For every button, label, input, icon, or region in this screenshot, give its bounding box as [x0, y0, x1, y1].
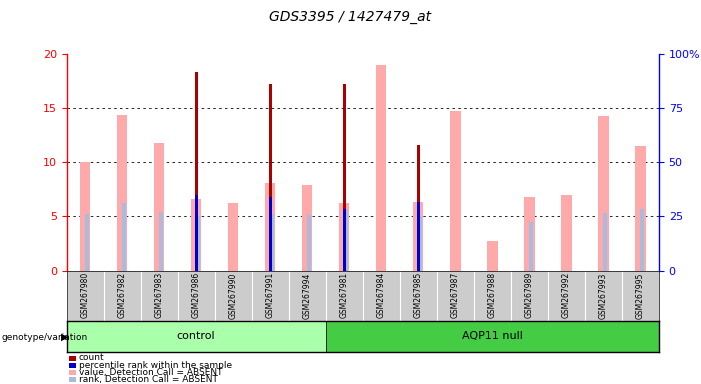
- Bar: [343, 84, 346, 271]
- Text: percentile rank within the sample: percentile rank within the sample: [79, 361, 231, 370]
- Bar: [154, 143, 164, 271]
- Bar: [339, 204, 349, 271]
- Bar: [635, 146, 646, 271]
- Text: AQP11 null: AQP11 null: [462, 331, 523, 341]
- Text: genotype/variation: genotype/variation: [1, 333, 88, 342]
- Bar: [562, 195, 571, 271]
- Bar: [487, 242, 498, 271]
- Bar: [195, 195, 198, 271]
- Bar: [343, 209, 346, 271]
- Text: GSM267993: GSM267993: [599, 272, 608, 319]
- Text: GSM267982: GSM267982: [118, 272, 127, 318]
- Text: GSM267994: GSM267994: [303, 272, 312, 319]
- Bar: [418, 217, 422, 271]
- Bar: [67, 321, 326, 352]
- Text: control: control: [177, 331, 215, 341]
- Bar: [268, 197, 272, 271]
- Bar: [195, 72, 198, 271]
- Text: GSM267986: GSM267986: [191, 272, 200, 318]
- Bar: [344, 210, 348, 271]
- Text: rank, Detection Call = ABSENT: rank, Detection Call = ABSENT: [79, 375, 217, 384]
- Text: GSM267987: GSM267987: [451, 272, 460, 318]
- Text: GSM267983: GSM267983: [155, 272, 163, 318]
- Text: GSM267984: GSM267984: [376, 272, 386, 318]
- Bar: [265, 183, 275, 271]
- Bar: [417, 145, 420, 271]
- Bar: [117, 114, 128, 271]
- Bar: [524, 197, 535, 271]
- Text: GSM267981: GSM267981: [340, 272, 349, 318]
- Bar: [413, 202, 423, 271]
- Bar: [326, 321, 659, 352]
- Bar: [598, 116, 608, 271]
- Bar: [122, 204, 126, 271]
- Text: GSM267989: GSM267989: [525, 272, 534, 318]
- Text: ▶: ▶: [61, 332, 69, 342]
- Bar: [604, 213, 607, 271]
- Text: GSM267992: GSM267992: [562, 272, 571, 318]
- Bar: [270, 214, 274, 271]
- Bar: [641, 209, 644, 271]
- Bar: [307, 215, 311, 271]
- Text: GSM267985: GSM267985: [414, 272, 423, 318]
- Bar: [191, 199, 201, 271]
- Bar: [268, 84, 272, 271]
- Text: value, Detection Call = ABSENT: value, Detection Call = ABSENT: [79, 368, 222, 377]
- Bar: [80, 162, 90, 271]
- Bar: [376, 65, 386, 271]
- Bar: [85, 214, 89, 271]
- Bar: [302, 185, 313, 271]
- Text: GSM267991: GSM267991: [266, 272, 275, 318]
- Text: GSM267995: GSM267995: [636, 272, 645, 319]
- Text: GSM267980: GSM267980: [81, 272, 90, 318]
- Text: count: count: [79, 353, 104, 362]
- Bar: [159, 212, 163, 271]
- Text: GSM267988: GSM267988: [488, 272, 497, 318]
- Text: GSM267990: GSM267990: [229, 272, 238, 319]
- Bar: [529, 222, 533, 271]
- Bar: [228, 204, 238, 271]
- Bar: [417, 202, 420, 271]
- Bar: [196, 217, 200, 271]
- Bar: [450, 111, 461, 271]
- Text: GDS3395 / 1427479_at: GDS3395 / 1427479_at: [269, 10, 432, 23]
